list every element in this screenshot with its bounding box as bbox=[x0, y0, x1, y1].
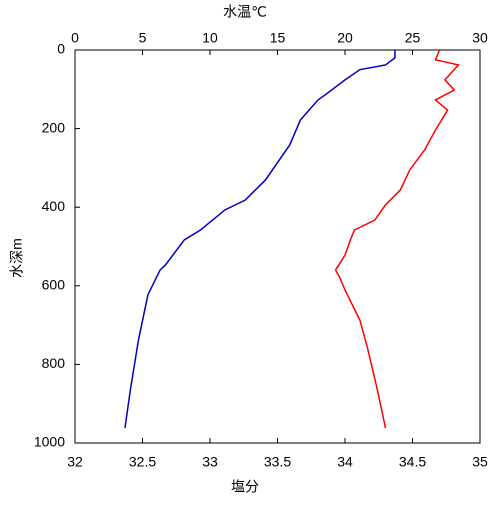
x2-tick-label: 25 bbox=[405, 30, 421, 46]
x-axis-label: 塩分 bbox=[231, 479, 259, 495]
plot-frame bbox=[74, 49, 481, 444]
x2-tick-label: 20 bbox=[337, 30, 353, 46]
x2-tick-label: 10 bbox=[202, 30, 218, 46]
y-axis-label: 水深m bbox=[9, 238, 25, 278]
x-tick-label: 35 bbox=[472, 454, 488, 470]
x2-axis-label: 水温℃ bbox=[223, 4, 267, 20]
x2-tick-label: 30 bbox=[472, 30, 488, 46]
x2-tick-label: 0 bbox=[71, 30, 79, 46]
y-tick-label: 600 bbox=[42, 277, 66, 293]
x-tick-label: 33 bbox=[202, 454, 218, 470]
x-tick-label: 33.5 bbox=[264, 454, 291, 470]
x2-tick-label: 15 bbox=[270, 30, 286, 46]
y-tick-label: 800 bbox=[42, 355, 66, 371]
y-tick-label: 0 bbox=[57, 41, 65, 57]
profile-line bbox=[124, 50, 396, 429]
x-tick-label: 32.5 bbox=[129, 454, 156, 470]
x-tick-label: 34 bbox=[337, 454, 353, 470]
x-tick-label: 34.5 bbox=[399, 454, 426, 470]
y-tick-label: 200 bbox=[42, 119, 66, 135]
y-tick-label: 400 bbox=[42, 198, 66, 214]
y-tick-label: 1000 bbox=[34, 434, 65, 450]
x-tick-label: 32 bbox=[67, 454, 83, 470]
profile-line bbox=[334, 49, 460, 429]
x2-tick-label: 5 bbox=[139, 30, 147, 46]
